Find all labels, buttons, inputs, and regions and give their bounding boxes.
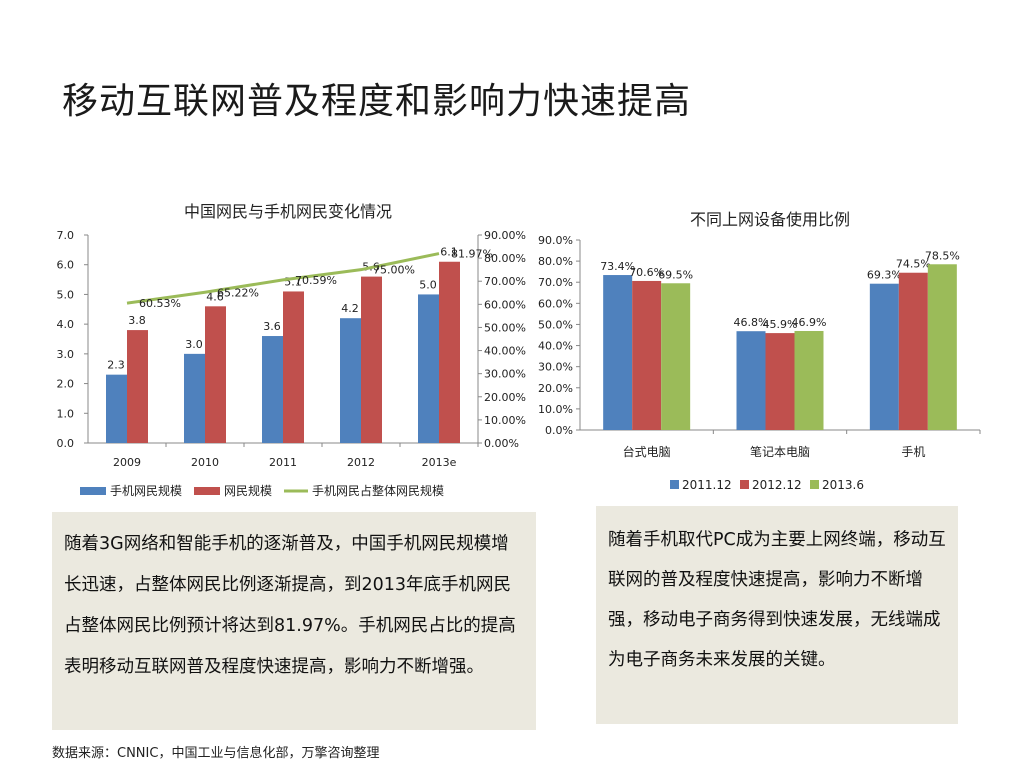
chart2-x-tick-label: 笔记本电脑 <box>750 444 810 459</box>
chart2-y-tick-label: 10.0% <box>538 403 573 416</box>
chart2-bar-2013-6 <box>927 264 957 430</box>
chart2-bar-2013-6 <box>794 330 824 430</box>
chart1-y-tick-label: 2.0 <box>57 378 75 391</box>
chart1-x-tick-label: 2009 <box>113 456 141 469</box>
chart1-x-tick-label: 2013e <box>422 456 457 469</box>
chart1-y2-tick-label: 60.00% <box>484 298 526 311</box>
chart1-bar-label: 2.3 <box>107 359 125 372</box>
chart1-y2-tick-label: 20.00% <box>484 391 526 404</box>
chart1-title: 中国网民与手机网民变化情况 <box>183 202 392 221</box>
chart1-line-label: 60.53% <box>139 297 181 310</box>
chart1-share-line <box>126 252 440 305</box>
chart1-y2-tick-label: 70.00% <box>484 275 526 288</box>
left-text-box: 随着3G网络和智能手机的逐渐普及，中国手机网民规模增长迅速，占整体网民比例逐渐提… <box>52 512 536 730</box>
chart1-bar-total <box>361 276 382 443</box>
chart2-bar-label: 78.5% <box>925 249 960 262</box>
chart2-legend-label: 2011.12 <box>682 478 732 492</box>
chart1-y2-tick-label: 90.00% <box>484 229 526 242</box>
data-source: 数据来源：CNNIC，中国工业与信息化部，万擎咨询整理 <box>52 746 380 761</box>
chart1-x-tick-label: 2011 <box>269 456 297 469</box>
chart1-bar-label: 4.2 <box>341 302 359 315</box>
chart1-legend-label: 手机网民规模 <box>110 483 182 498</box>
chart1-legend-label: 网民规模 <box>224 483 272 498</box>
chart1-bar-mobile <box>418 294 439 443</box>
chart2-bar-label: 69.3% <box>867 269 902 282</box>
chart1-legend-swatch <box>80 487 106 495</box>
chart1-bar-label: 6.1 <box>440 246 458 259</box>
chart1-bar-label: 3.0 <box>185 338 203 351</box>
chart1-bar-label: 5.0 <box>419 278 437 291</box>
chart2-x-tick-label: 手机 <box>901 445 925 459</box>
chart2-bar-2012-12 <box>632 280 662 430</box>
chart2-y-tick-label: 80.0% <box>538 255 573 268</box>
chart2-bar-label: 69.5% <box>658 268 693 281</box>
chart2-legend-swatch <box>670 480 679 489</box>
chart1-bar-mobile <box>340 318 361 443</box>
chart1-y-tick-label: 1.0 <box>57 407 75 420</box>
chart2-bar-2013-6 <box>661 283 691 430</box>
left-text: 随着3G网络和智能手机的逐渐普及，中国手机网民规模增长迅速，占整体网民比例逐渐提… <box>64 534 516 677</box>
right-text-box: 随着手机取代PC成为主要上网终端，移动互联网的普及程度快速提高，影响力不断增强，… <box>596 506 958 724</box>
chart2-bar-label: 45.9% <box>763 318 798 331</box>
chart1-y-tick-label: 5.0 <box>57 288 75 301</box>
chart1-bar-mobile <box>262 336 283 443</box>
chart2-x-tick-label: 台式电脑 <box>623 444 671 459</box>
chart1-y-tick-label: 3.0 <box>57 348 75 361</box>
chart2-legend-swatch <box>740 480 749 489</box>
chart1-bar-total <box>205 306 226 443</box>
chart2-legend-label: 2012.12 <box>752 478 802 492</box>
chart2-legend-swatch <box>810 480 819 489</box>
chart1-y2-tick-label: 10.00% <box>484 414 526 427</box>
chart2-bar-label: 73.4% <box>600 260 635 273</box>
chart2-y-tick-label: 60.0% <box>538 297 573 310</box>
chart1-line-label: 70.59% <box>295 274 337 287</box>
chart2-y-tick-label: 50.0% <box>538 318 573 331</box>
right-text: 随着手机取代PC成为主要上网终端，移动互联网的普及程度快速提高，影响力不断增强，… <box>608 530 946 670</box>
chart1-line-label: 81.97% <box>451 248 493 261</box>
chart2-bar-label: 46.9% <box>792 316 827 329</box>
chart2-y-tick-label: 0.0% <box>545 424 573 437</box>
chart1-y-tick-label: 4.0 <box>57 318 75 331</box>
chart1-x-tick-label: 2010 <box>191 456 219 469</box>
chart1-bar-total <box>283 291 304 443</box>
chart2-bar-2012-12 <box>765 333 795 430</box>
chart1-bar-label: 4.6 <box>206 290 224 303</box>
chart2-legend-label: 2013.6 <box>822 478 864 492</box>
chart2-y-tick-label: 90.0% <box>538 234 573 247</box>
chart1-bar-mobile <box>106 374 127 443</box>
chart2-title: 不同上网设备使用比例 <box>689 210 850 229</box>
chart2-y-tick-label: 30.0% <box>538 361 573 374</box>
chart1-legend-swatch <box>194 487 220 495</box>
chart1-y2-tick-label: 30.00% <box>484 368 526 381</box>
chart1-bar-label: 3.8 <box>128 314 146 327</box>
chart1-bar-total <box>439 261 460 443</box>
chart2-y-tick-label: 20.0% <box>538 382 573 395</box>
chart1-y2-tick-label: 0.00% <box>484 437 519 450</box>
chart2-y-tick-label: 70.0% <box>538 276 573 289</box>
chart1-line-label: 75.00% <box>373 264 415 277</box>
chart1-legend-label: 手机网民占整体网民规模 <box>312 483 444 498</box>
chart2-bar-label: 74.5% <box>896 258 931 271</box>
chart1-bar-label: 3.6 <box>263 320 281 333</box>
chart1-y2-tick-label: 80.00% <box>484 252 526 265</box>
chart1-x-tick-label: 2012 <box>347 456 375 469</box>
chart2-bar-2012-12 <box>898 272 928 430</box>
chart1-y2-tick-label: 40.00% <box>484 345 526 358</box>
chart1-line-label: 65.22% <box>217 286 259 299</box>
chart1-y2-tick-label: 50.00% <box>484 321 526 334</box>
chart2-bar-2011-12 <box>736 331 766 430</box>
chart2-bar-2011-12 <box>603 275 633 430</box>
chart1-y-tick-label: 7.0 <box>57 229 75 242</box>
chart1-bar-total <box>127 330 148 443</box>
chart1-bar-mobile <box>184 353 205 443</box>
chart2-bar-label: 46.8% <box>734 316 769 329</box>
chart1-y-tick-label: 0.0 <box>57 437 75 450</box>
chart2-bar-2011-12 <box>869 283 899 430</box>
chart2-bar-label: 70.6% <box>629 266 664 279</box>
slide-title: 移动互联网普及程度和影响力快速提高 <box>62 81 692 122</box>
chart1-y-tick-label: 6.0 <box>57 259 75 272</box>
chart2-y-tick-label: 40.0% <box>538 340 573 353</box>
